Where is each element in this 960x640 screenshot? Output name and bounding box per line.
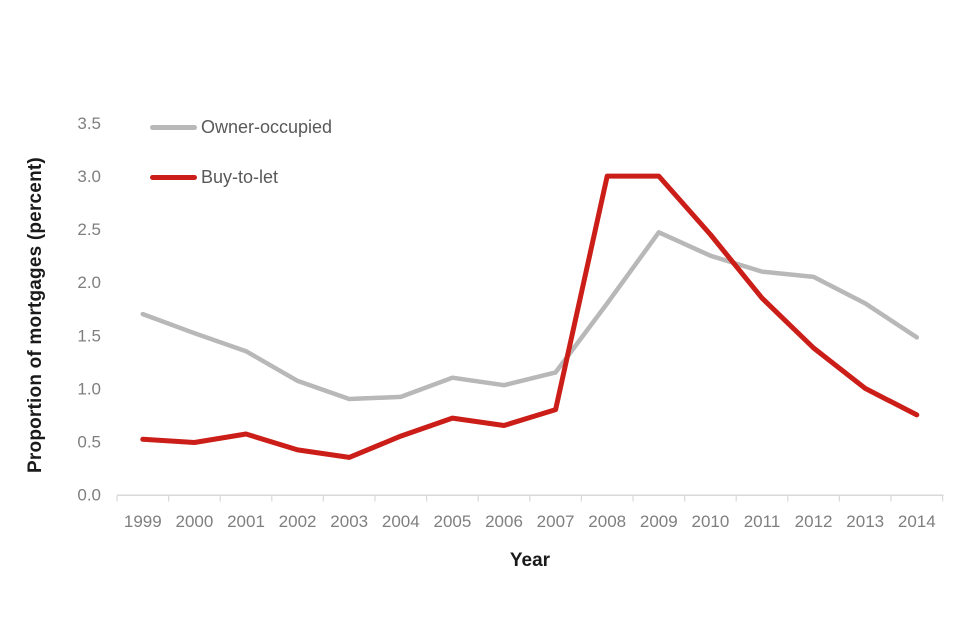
x-tick-label-2010: 2010 [691,512,729,531]
legend-swatch-buy-to-let-line-icon [150,174,197,180]
series-line-buy-to-let [140,173,920,460]
x-tick-label-2004: 2004 [382,512,420,531]
x-tick-label-2002: 2002 [279,512,317,531]
x-tick-label-2000: 2000 [175,512,213,531]
legend-item-owner-occupied: Owner-occupied [150,114,332,140]
x-tick-label-2006: 2006 [485,512,523,531]
y-tick-label-1-5: 1.5 [77,326,101,345]
x-tick-label-2011: 2011 [744,512,781,531]
x-tick-label-2008: 2008 [588,512,626,531]
y-tick-label-3-0: 3.0 [77,167,101,186]
series-line-owner-occupied [140,230,920,402]
y-tick-label-2-5: 2.5 [77,220,101,239]
x-tick-label-1999: 1999 [124,512,162,531]
legend-item-buy-to-let: Buy-to-let [150,164,332,190]
x-tick-label-2005: 2005 [433,512,471,531]
x-tick-label-2009: 2009 [640,512,678,531]
legend-label-owner-occupied: Owner-occupied [201,116,333,137]
y-tick-label-2-0: 2.0 [77,273,101,292]
x-tick-label-2013: 2013 [846,512,884,531]
legend-label-buy-to-let: Buy-to-let [201,166,279,187]
y-tick-label-0-5: 0.5 [77,432,101,451]
x-tick-label-2003: 2003 [330,512,368,531]
y-axis-title: Proportion of mortgages (percent) [25,157,46,473]
x-tick-label-2007: 2007 [537,512,575,531]
x-tick-label-2001: 2001 [227,512,265,531]
legend-swatch-owner-occupied-line-icon [150,124,197,130]
y-tick-label-3-5: 3.5 [77,114,101,133]
y-tick-label-1-0: 1.0 [77,379,101,398]
x-tick-label-2014: 2014 [898,512,936,531]
x-tick-label-2012: 2012 [795,512,833,531]
legend: Owner-occupied Buy-to-let [150,114,332,190]
y-tick-label-0-0: 0.0 [77,486,101,505]
x-axis-title: Year [509,550,551,571]
